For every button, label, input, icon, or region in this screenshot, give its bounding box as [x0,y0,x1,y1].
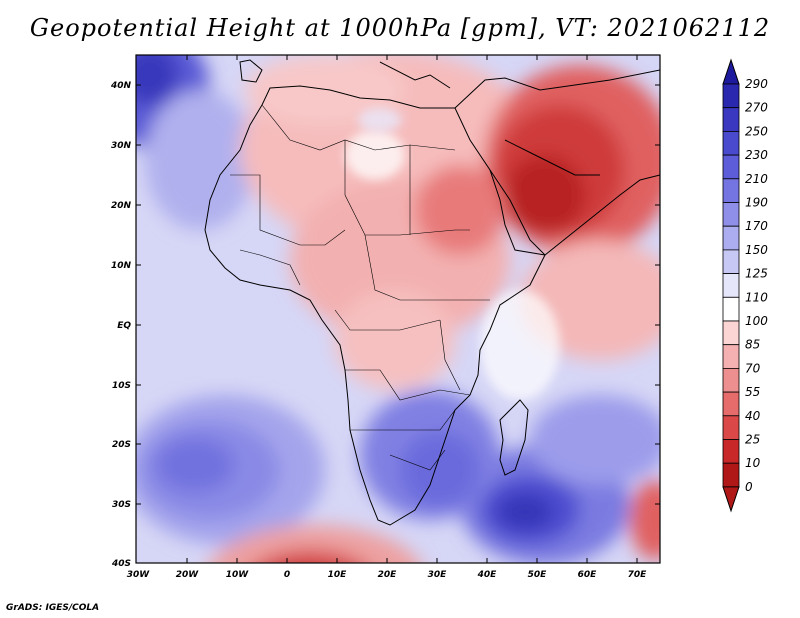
colorbar-swatch [722,391,740,417]
colorbar-swatch [722,107,740,132]
colorbar-label: 40 [745,409,761,423]
colorbar-swatch [722,439,740,464]
lat-label-40s: 40S [111,559,131,569]
geopotential-field [136,55,660,563]
lon-label-20e: 20E [378,570,398,580]
colorbar-label: 270 [745,101,768,115]
colorbar-swatch [722,415,740,440]
lat-label-20s: 20S [112,440,131,450]
colorbar-swatch [722,178,740,203]
lon-axis: 30W 20W 10W 0 10E 20E 30E 40E 50E 60E 70… [127,55,647,580]
colorbar-label: 110 [745,290,768,304]
lat-label-30s: 30S [112,500,131,510]
colorbar-label: 55 [745,385,760,399]
lon-label-60e: 60E [578,570,598,580]
colorbar-label: 100 [745,314,768,328]
colorbar-label: 170 [745,219,768,233]
lon-label-70e: 70E [628,570,648,580]
colorbar-swatch [722,367,740,393]
colorbar-swatch [722,320,740,346]
colorbar-label: 25 [745,433,760,447]
colorbar-label: 85 [745,338,760,352]
colorbar-swatch [722,273,740,298]
colorbar-label: 125 [745,267,768,281]
colorbar-swatch [722,462,740,488]
colorbar-swatch [722,202,740,227]
lon-label-0: 0 [284,570,290,580]
colorbar-swatch [722,225,740,251]
colorbar-arrow-top [722,58,740,85]
lat-label-40n: 40N [110,81,132,91]
colorbar-label: 10 [745,456,761,470]
lon-label-30e: 30E [428,570,448,580]
coastlines [204,59,660,526]
lat-label-30n: 30N [111,141,132,151]
lon-label-20w: 20W [176,570,200,580]
grads-credit: GrADS: IGES/COLA [6,603,100,613]
map-frame [135,54,661,564]
lon-label-10e: 10E [328,570,348,580]
lon-label-40e: 40E [477,570,498,580]
lat-label-10n: 10N [111,261,132,271]
country-borders [230,104,490,471]
colorbar-swatch [722,83,740,109]
map-title: Geopotential Height at 1000hPa [gpm], VT… [29,14,771,42]
colorbar-label: 290 [745,77,768,91]
colorbar: 2902702502302101901701501251101008570554… [722,58,768,513]
lon-label-10w: 10W [226,570,250,580]
colorbar-swatch [722,154,740,180]
colorbar-swatch [722,249,740,274]
colorbar-label: 230 [745,148,768,162]
lat-label-10s: 10S [112,381,131,391]
colorbar-label: 190 [745,196,768,210]
colorbar-label: 210 [745,172,768,186]
lat-label-20n: 20N [111,201,132,211]
colorbar-arrow-bottom [722,486,740,513]
colorbar-swatch [722,344,740,369]
lon-label-30w: 30W [127,570,151,580]
lat-axis: 40N 30N 20N 10N EQ 10S 20S 30S 40S [110,81,660,569]
colorbar-swatch [722,130,740,156]
lon-label-50e: 50E [528,570,548,580]
lat-label-eq: EQ [117,321,131,331]
colorbar-swatch [722,296,740,322]
colorbar-label: 70 [745,361,761,375]
colorbar-label: 250 [745,124,768,138]
colorbar-label: 150 [745,243,768,257]
colorbar-label: 0 [745,480,753,494]
